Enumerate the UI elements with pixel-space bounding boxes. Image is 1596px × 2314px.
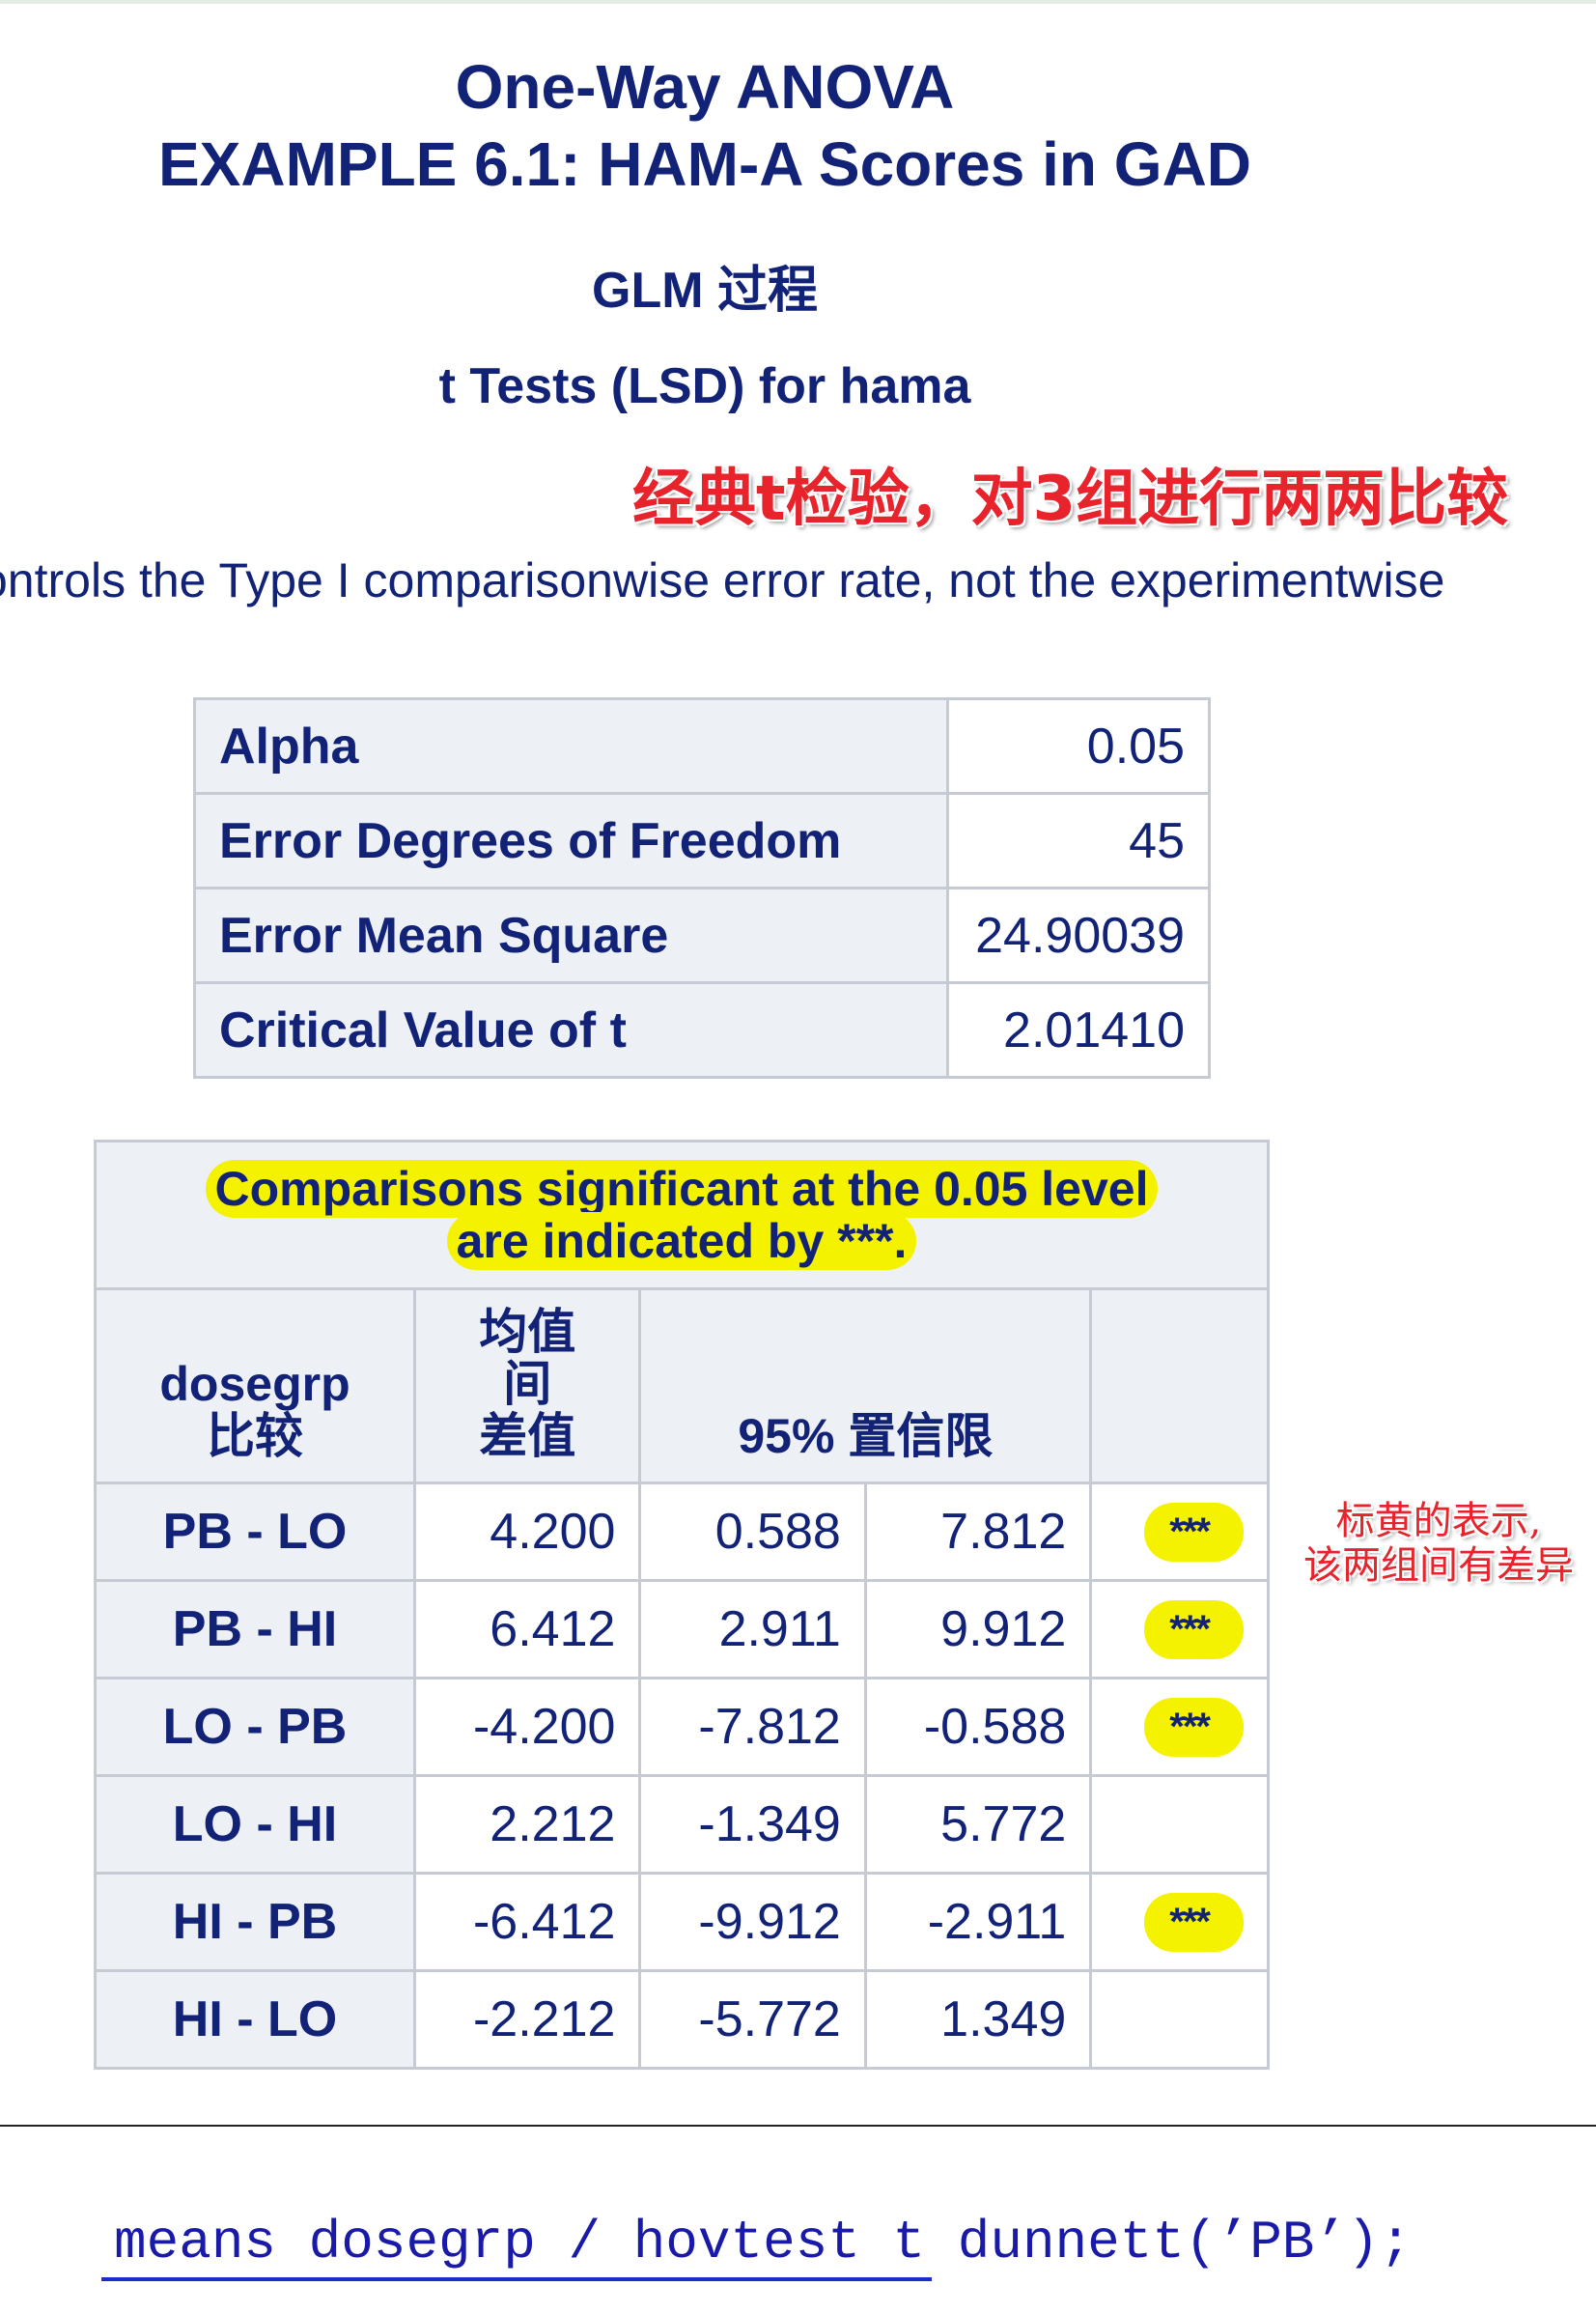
- page-title-line1: One-Way ANOVA: [455, 52, 955, 122]
- head-sig: [1089, 1287, 1270, 1484]
- test-title: t Tests (LSD) for hama: [438, 358, 971, 414]
- comparison-row: HI - LO -2.212 -5.772 1.349: [94, 1969, 1270, 2070]
- ci-upper: -2.911: [863, 1872, 1093, 1972]
- head-diff: 均值 间 差值: [412, 1287, 642, 1484]
- caption-line1: Comparisons significant at the 0.05 leve…: [205, 1160, 1159, 1218]
- comparison-row: PB - HI 6.412 2.911 9.912 ***: [94, 1579, 1270, 1679]
- ci-upper: 7.812: [863, 1482, 1093, 1582]
- stats-row: Alpha 0.05: [193, 697, 1211, 795]
- stats-row: Error Mean Square 24.90039: [193, 887, 1211, 984]
- comparison-group: LO - HI: [94, 1774, 416, 1875]
- mean-difference: -6.412: [412, 1872, 642, 1972]
- ci-lower: -1.349: [638, 1774, 867, 1875]
- ci-upper: 9.912: [863, 1579, 1093, 1679]
- stats-value: 0.05: [946, 697, 1211, 795]
- ci-upper: 5.772: [863, 1774, 1093, 1875]
- significance-cell: ***: [1089, 1872, 1270, 1972]
- mean-difference: -4.200: [412, 1677, 642, 1777]
- stats-value: 24.90039: [946, 887, 1211, 984]
- comparison-caption: Comparisons significant at the 0.05 leve…: [94, 1140, 1270, 1290]
- highlight-note-line1: 标黄的表示,: [1335, 1499, 1542, 1543]
- head-diff-line2: 间: [503, 1357, 552, 1411]
- mean-difference: 6.412: [412, 1579, 642, 1679]
- page-title-line2: EXAMPLE 6.1: HAM-A Scores in GAD: [157, 129, 1252, 199]
- mean-difference: 2.212: [412, 1774, 642, 1875]
- comparison-group: PB - HI: [94, 1579, 416, 1679]
- comparison-row: PB - LO 4.200 0.588 7.812 ***: [94, 1482, 1270, 1582]
- stats-label: Error Mean Square: [193, 887, 949, 984]
- significance-cell: ***: [1089, 1677, 1270, 1777]
- highlight-note-line2: 该两组间有差异: [1303, 1543, 1574, 1588]
- mean-difference: 4.200: [412, 1482, 642, 1582]
- ci-upper: -0.588: [863, 1677, 1093, 1777]
- significance-cell: [1089, 1969, 1270, 2070]
- comparison-row: LO - HI 2.212 -1.349 5.772: [94, 1774, 1270, 1875]
- comparison-row: LO - PB -4.200 -7.812 -0.588 ***: [94, 1677, 1270, 1777]
- ci-lower: 0.588: [638, 1482, 867, 1582]
- head-group-line1: dosegrp: [159, 1357, 350, 1411]
- significance-marker: ***: [1144, 1599, 1244, 1659]
- sas-code-line: means dosegrp / hovtest t dunnett(’PB’);: [114, 2212, 1413, 2273]
- significance-marker: ***: [1144, 1502, 1244, 1562]
- significance-cell: [1089, 1774, 1270, 1875]
- head-group-line2: 比较: [207, 1409, 303, 1463]
- comparison-row: HI - PB -6.412 -9.912 -2.911 ***: [94, 1872, 1270, 1972]
- stats-value: 2.01410: [946, 981, 1211, 1079]
- head-group: dosegrp 比较: [94, 1287, 416, 1484]
- ci-lower: -5.772: [638, 1969, 867, 2070]
- ci-lower: -9.912: [638, 1872, 867, 1972]
- stats-value: 45: [946, 792, 1211, 889]
- ci-lower: 2.911: [638, 1579, 867, 1679]
- classic-t-annotation: 经典t检验，对3组进行两两比较: [632, 464, 1509, 535]
- stats-label: Critical Value of t: [193, 981, 949, 1079]
- stats-row: Error Degrees of Freedom 45: [193, 792, 1211, 889]
- head-diff-line1: 均值: [479, 1305, 576, 1359]
- highlight-annotation: 标黄的表示, 该两组间有差异: [1279, 1499, 1596, 1588]
- mean-difference: -2.212: [412, 1969, 642, 2070]
- comparison-group: PB - LO: [94, 1482, 416, 1582]
- top-rule: [0, 0, 1596, 4]
- comparison-group: HI - LO: [94, 1969, 416, 2070]
- stats-label: Alpha: [193, 697, 949, 795]
- head-ci: 95% 置信限: [638, 1287, 1093, 1484]
- section-divider: [0, 2125, 1596, 2127]
- significance-cell: ***: [1089, 1482, 1270, 1582]
- code-underline: [101, 2277, 932, 2281]
- comparison-group: HI - PB: [94, 1872, 416, 1972]
- controls-note: ontrols the Type I comparisonwise error …: [0, 553, 1445, 607]
- stats-label: Error Degrees of Freedom: [193, 792, 949, 889]
- head-diff-line3: 差值: [479, 1409, 576, 1463]
- ci-lower: -7.812: [638, 1677, 867, 1777]
- significance-marker: ***: [1144, 1697, 1244, 1757]
- comparison-group: LO - PB: [94, 1677, 416, 1777]
- stats-table: Alpha 0.05 Error Degrees of Freedom 45 Error…: [193, 697, 1211, 1079]
- ci-upper: 1.349: [863, 1969, 1093, 2070]
- procedure-title: GLM 过程: [592, 263, 818, 319]
- significance-cell: ***: [1089, 1579, 1270, 1679]
- stats-row: Critical Value of t 2.01410: [193, 981, 1211, 1079]
- caption-line2: are indicated by ***.: [446, 1212, 917, 1270]
- comparison-table: Comparisons significant at the 0.05 leve…: [94, 1140, 1270, 2070]
- significance-marker: ***: [1144, 1892, 1244, 1952]
